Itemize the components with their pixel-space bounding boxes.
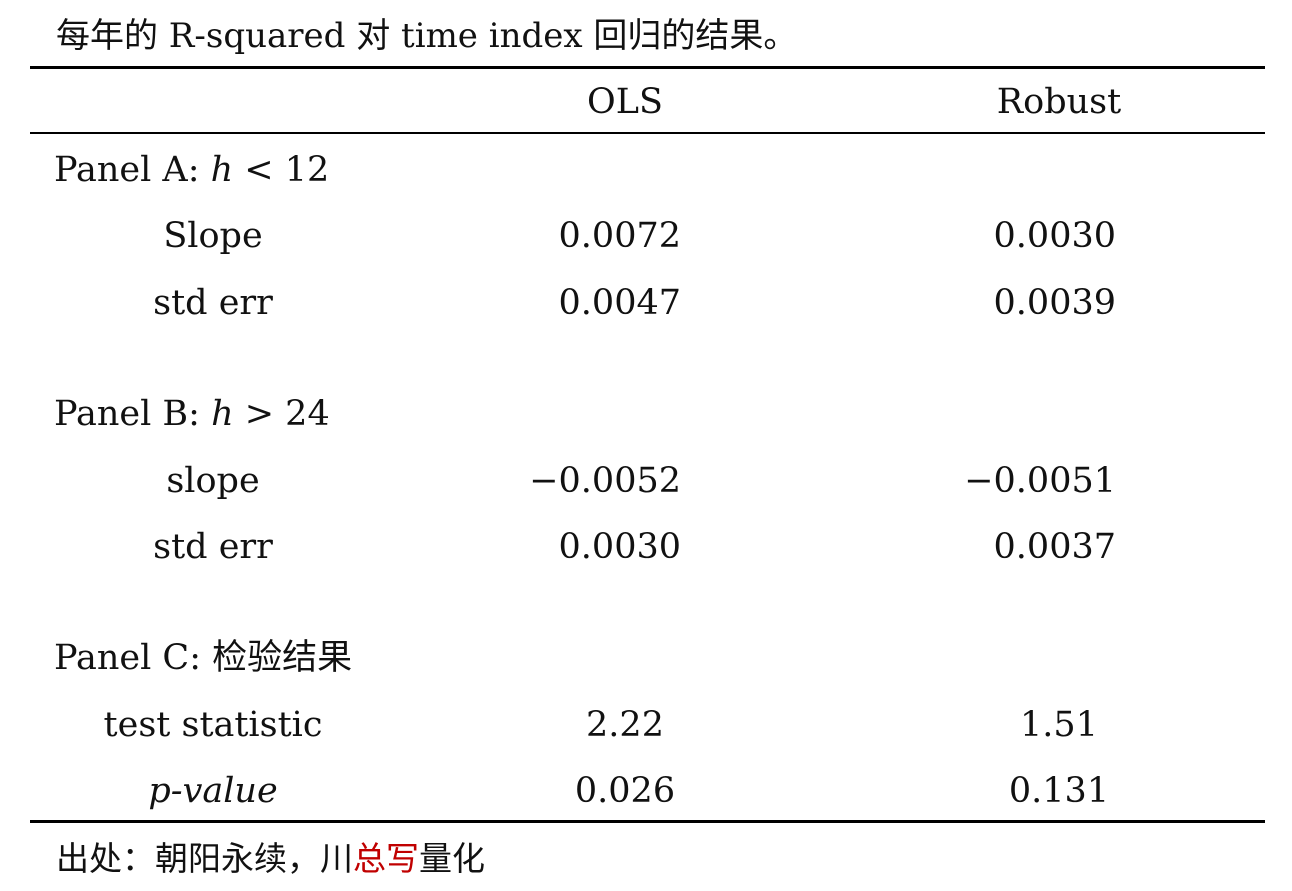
source-highlight: 总写 (353, 839, 419, 878)
robust-value: 1.51 (1020, 705, 1098, 745)
panel-c-title: Panel C: 检验结果 (54, 638, 353, 678)
panel-a-title: Panel A: h < 12 (54, 148, 329, 192)
panel-b-title: Panel B: h > 24 (54, 392, 330, 436)
robust-value: −0.0051 (964, 461, 1116, 501)
header-rule (30, 132, 1265, 134)
panel-a-condition: < 12 (233, 150, 330, 190)
table-caption: 每年的 R-squared 对 time index 回归的结果。 (56, 16, 798, 56)
row-label: std err (153, 527, 273, 567)
ols-value: 0.0072 (558, 216, 681, 256)
source-prefix: 出处：朝阳永续，川 (56, 839, 353, 878)
ols-value: 0.0030 (558, 527, 681, 567)
row-label: slope (166, 461, 260, 501)
panel-b-condition: > 24 (233, 394, 330, 434)
ols-value: 0.0047 (558, 283, 681, 323)
robust-value: 0.0030 (993, 216, 1116, 256)
top-rule (30, 66, 1265, 69)
ols-value: 2.22 (586, 705, 664, 745)
column-header-robust: Robust (996, 82, 1122, 122)
source-suffix: 量化 (419, 839, 485, 878)
source-note: 出处：朝阳永续，川总写量化 (56, 837, 485, 881)
ols-value: 0.026 (574, 771, 676, 811)
row-label: test statistic (103, 705, 323, 745)
column-header-ols: OLS (587, 82, 663, 122)
panel-a-prefix: Panel A: (54, 150, 211, 190)
robust-value: 0.131 (1008, 771, 1110, 811)
row-label: Slope (163, 216, 263, 256)
bottom-rule (30, 820, 1265, 823)
panel-b-variable: h (211, 394, 234, 434)
row-label: std err (153, 283, 273, 323)
row-label: p-value (148, 771, 278, 811)
panel-b-prefix: Panel B: (54, 394, 212, 434)
robust-value: 0.0039 (993, 283, 1116, 323)
ols-value: −0.0052 (529, 461, 681, 501)
robust-value: 0.0037 (993, 527, 1116, 567)
panel-a-variable: h (210, 150, 234, 190)
